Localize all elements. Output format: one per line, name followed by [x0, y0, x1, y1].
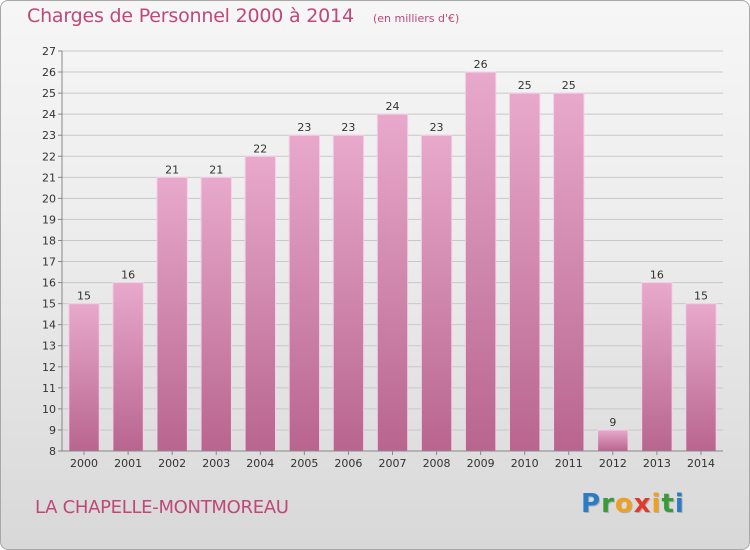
- unit-label: (en milliers d'€): [373, 12, 460, 25]
- data-label-2012: 9: [609, 416, 616, 429]
- x-tick-label: 2013: [643, 457, 671, 470]
- y-tick-label: 26: [42, 66, 56, 79]
- y-tick-label: 25: [42, 87, 56, 100]
- x-tick-label: 2014: [687, 457, 715, 470]
- bar-2005: [288, 134, 321, 452]
- x-tick-label: 2001: [114, 457, 142, 470]
- y-tick-label: 13: [42, 340, 56, 353]
- y-tick-label: 10: [42, 403, 56, 416]
- y-tick-label: 16: [42, 277, 56, 290]
- data-label-2013: 16: [650, 269, 664, 282]
- y-tick-label: 15: [42, 298, 56, 311]
- x-tick-label: 2011: [555, 457, 583, 470]
- x-tick-label: 2002: [158, 457, 186, 470]
- x-tick-label: 2012: [599, 457, 627, 470]
- y-tick-label: 9: [49, 424, 56, 437]
- y-tick-label: 21: [42, 171, 56, 184]
- data-label-2014: 15: [694, 290, 708, 303]
- y-tick-label: 20: [42, 192, 56, 205]
- data-label-2009: 26: [474, 58, 488, 71]
- data-label-2000: 15: [77, 290, 91, 303]
- data-label-2008: 23: [430, 121, 444, 134]
- data-label-2006: 23: [341, 121, 355, 134]
- x-tick-label: 2000: [70, 457, 98, 470]
- chart-title: Charges de Personnel 2000 à 2014: [27, 5, 354, 27]
- y-tick-label: 17: [42, 256, 56, 269]
- bar-2010: [508, 92, 541, 452]
- bar-2004: [244, 155, 277, 452]
- data-label-2007: 24: [386, 100, 400, 113]
- bar-2000: [68, 303, 100, 452]
- bars: 15 16 21 21 22 23 23 24 23 26 25 25 9 16 15: [68, 58, 717, 452]
- x-tick-label: 2007: [379, 457, 407, 470]
- data-label-2001: 16: [121, 269, 135, 282]
- bar-2007: [376, 113, 409, 452]
- y-tick-label: 19: [42, 213, 56, 226]
- bar-2013: [641, 282, 673, 452]
- x-tick-label: 2006: [334, 457, 362, 470]
- bar-2011: [553, 92, 585, 452]
- bar-2001: [112, 282, 144, 452]
- data-label-2005: 23: [297, 121, 311, 134]
- bar-2012: [597, 429, 629, 452]
- bar-2003: [200, 176, 232, 452]
- bar-2008: [420, 134, 453, 452]
- commune-name: LA CHAPELLE-MONTMOREAU: [35, 497, 289, 518]
- y-tick-label: 14: [42, 319, 56, 332]
- x-tick-label: 2010: [511, 457, 539, 470]
- x-tick-label: 2008: [423, 457, 451, 470]
- proxiti-logo[interactable]: Proxiti: [581, 489, 685, 519]
- bar-2002: [156, 176, 188, 452]
- y-tick-label: 24: [42, 108, 56, 121]
- axes: 8 9 10 11 12 13 14 15 16 17 18 19 20 21 22 23 24 25 26 27 20…: [42, 45, 723, 470]
- y-tick-label: 12: [42, 361, 56, 374]
- bar-2006: [332, 134, 365, 452]
- y-tick-label: 18: [42, 234, 56, 247]
- bar-2009: [464, 71, 497, 452]
- data-label-2003: 21: [209, 163, 223, 176]
- data-label-2011: 25: [562, 79, 576, 92]
- data-label-2004: 22: [253, 142, 267, 155]
- y-tick-label: 8: [49, 445, 56, 458]
- y-tick-label: 23: [42, 129, 56, 142]
- x-tick-label: 2004: [246, 457, 274, 470]
- data-label-2002: 21: [165, 163, 179, 176]
- bar-2014: [685, 303, 717, 452]
- x-tick-label: 2003: [202, 457, 230, 470]
- y-tick-label: 27: [42, 45, 56, 58]
- y-tick-label: 11: [42, 382, 56, 395]
- x-tick-label: 2005: [290, 457, 318, 470]
- x-tick-label: 2009: [467, 457, 495, 470]
- y-tick-label: 22: [42, 150, 56, 163]
- data-label-2010: 25: [518, 79, 532, 92]
